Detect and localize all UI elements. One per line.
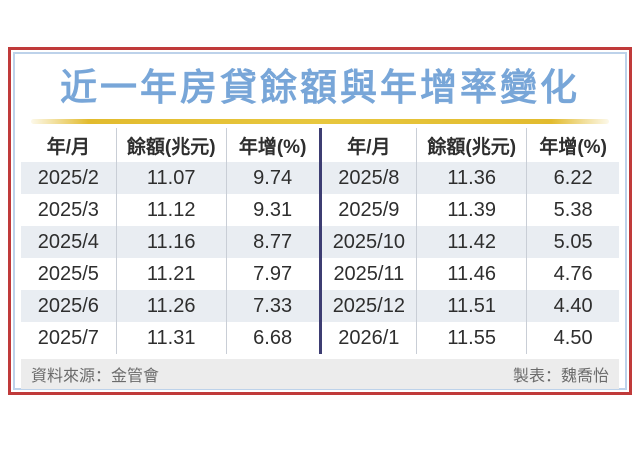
table-cell: 7.33 [226,290,319,323]
column-header-balance: 餘額(兆元) [116,128,227,163]
table-row: 2025/4 11.16 8.77 [21,226,319,259]
table-cell: 5.38 [526,194,619,227]
left-table-header: 年/月 餘額(兆元) 年增(%) [21,128,319,163]
table-cell: 2025/2 [21,162,117,195]
table-cell: 11.07 [116,162,227,195]
table-cell: 2025/3 [21,194,117,227]
table-cell: 11.39 [416,194,528,227]
table-row: 2025/2 11.07 9.74 [21,162,319,195]
center-divider [318,128,322,355]
header-row: 年/月 餘額(兆元) 年增(%) [21,128,319,163]
table-row: 2025/5 11.21 7.97 [21,258,319,291]
left-table-body: 2025/2 11.07 9.74 2025/3 11.12 9.31 2025/4 11.1… [21,162,319,355]
table-row: 2026/1 11.55 4.50 [321,322,619,355]
table-cell: 2025/12 [321,290,418,323]
table-cell: 6.22 [526,162,619,195]
table-cell: 4.50 [526,322,619,355]
table-cell: 11.55 [416,322,528,355]
table-cell: 6.68 [226,322,319,355]
column-header-month: 年/月 [321,128,418,163]
table-cell: 9.74 [226,162,319,195]
mortgage-table-left: 年/月 餘額(兆元) 年增(%) 2025/2 11.07 9.74 2025/3 11… [21,128,319,355]
table-cell: 7.97 [226,258,319,291]
header-row: 年/月 餘額(兆元) 年增(%) [321,128,619,163]
table-cell: 2025/11 [321,258,418,291]
table-cell: 11.26 [116,290,227,323]
source-note: 資料來源：金管會 [31,368,160,386]
table-cell: 11.51 [416,290,528,323]
table-row: 2025/9 11.39 5.38 [321,194,619,227]
table-cell: 8.77 [226,226,319,259]
table-cell: 2025/4 [21,226,117,259]
column-header-balance: 餘額(兆元) [416,128,528,163]
column-header-growth: 年增(%) [526,128,619,163]
footer-strip: 資料來源：金管會 製表：魏喬怡 [21,359,619,390]
table-row: 2025/3 11.12 9.31 [21,194,319,227]
table-cell: 2025/10 [321,226,418,259]
table-cell: 4.40 [526,290,619,323]
table-cell: 11.21 [116,258,227,291]
table-cell: 2025/5 [21,258,117,291]
column-header-growth: 年增(%) [226,128,319,163]
table-cell: 5.05 [526,226,619,259]
table-cell: 11.12 [116,194,227,227]
page-title: 近一年房貸餘額與年增率變化 [60,67,580,108]
right-table-header: 年/月 餘額(兆元) 年增(%) [321,128,619,163]
table-cell: 4.76 [526,258,619,291]
right-table-body: 2025/8 11.36 6.22 2025/9 11.39 5.38 2025/10 11.… [321,162,619,355]
table-row: 2025/7 11.31 6.68 [21,322,319,355]
table-row: 2025/8 11.36 6.22 [321,162,619,195]
table-cell: 11.42 [416,226,528,259]
table-cell: 2026/1 [321,322,418,355]
table-cell: 11.46 [416,258,528,291]
gold-divider [31,119,609,125]
table-cell: 2025/7 [21,322,117,355]
table-cell: 2025/8 [321,162,418,195]
table-cell: 11.31 [116,322,227,355]
mortgage-table-right: 年/月 餘額(兆元) 年增(%) 2025/8 11.36 6.22 2025/9 11… [321,128,619,355]
table-cell: 9.31 [226,194,319,227]
table-cell: 2025/6 [21,290,117,323]
credit-note: 製表：魏喬怡 [512,368,609,386]
tables-container: 年/月 餘額(兆元) 年增(%) 2025/2 11.07 9.74 2025/3 11… [21,128,619,355]
column-header-month: 年/月 [21,128,117,163]
infographic-frame: 近一年房貸餘額與年增率變化 年/月 餘額(兆元) 年增(%) 2025/2 11.… [8,47,632,395]
table-cell: 11.36 [416,162,528,195]
table-row: 2025/11 11.46 4.76 [321,258,619,291]
table-row: 2025/10 11.42 5.05 [321,226,619,259]
table-cell: 2025/9 [321,194,418,227]
infographic-frame-inner: 近一年房貸餘額與年增率變化 年/月 餘額(兆元) 年增(%) 2025/2 11.… [13,52,627,390]
table-cell: 11.16 [116,226,227,259]
table-row: 2025/12 11.51 4.40 [321,290,619,323]
table-row: 2025/6 11.26 7.33 [21,290,319,323]
